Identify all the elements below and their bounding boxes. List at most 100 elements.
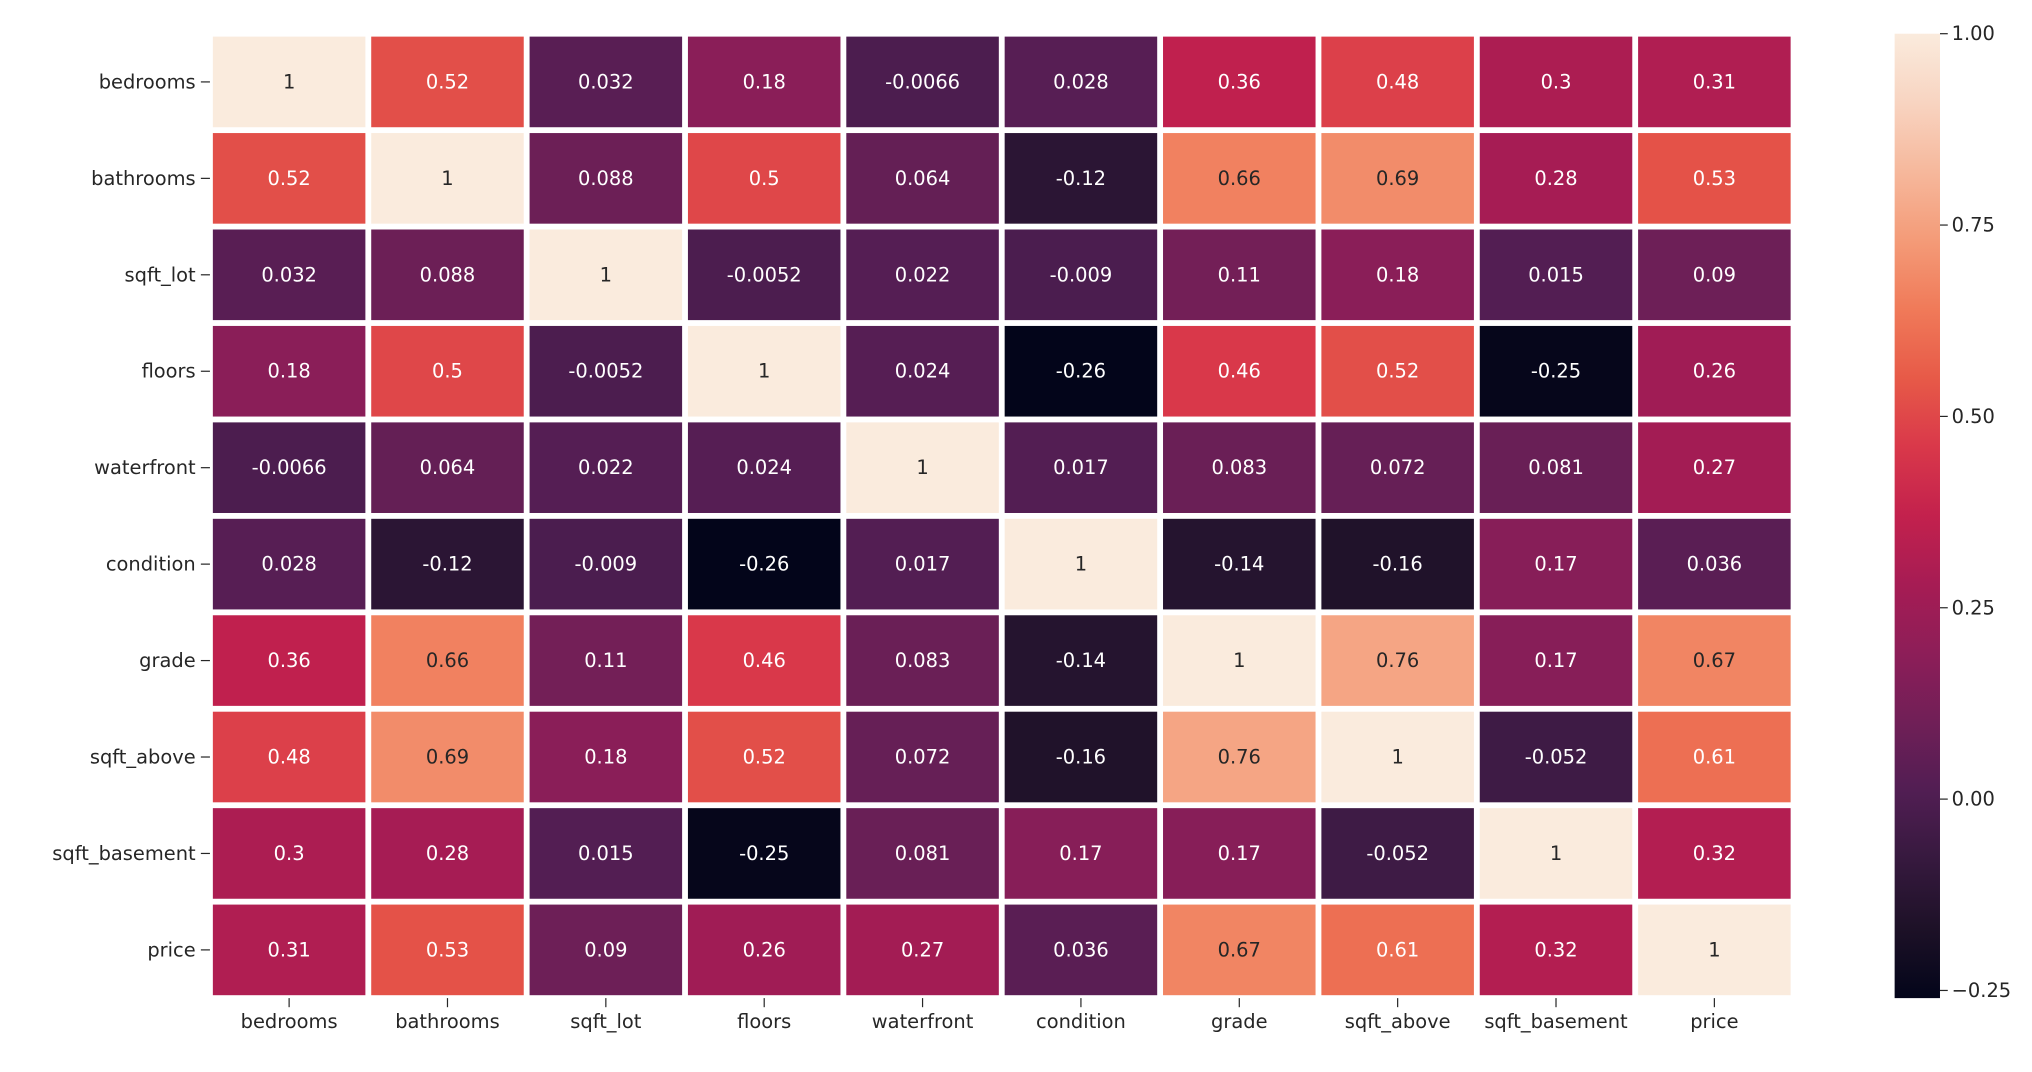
heatmap-cell bbox=[1004, 133, 1158, 224]
row-label: grade bbox=[139, 649, 196, 672]
cell-value-label: -0.12 bbox=[422, 553, 472, 576]
cell-value-label: 0.52 bbox=[1376, 360, 1419, 383]
cell-value-label: 0.67 bbox=[1218, 938, 1261, 961]
heatmap-cell bbox=[1004, 904, 1158, 996]
cell-value-label: -0.14 bbox=[1056, 649, 1106, 672]
cell-value-label: 0.17 bbox=[1218, 842, 1261, 865]
cell-value-label: 0.32 bbox=[1534, 938, 1577, 961]
heatmap-cell bbox=[529, 711, 683, 803]
row-label: bedrooms bbox=[99, 70, 196, 93]
heatmap-cell bbox=[1638, 904, 1791, 996]
heatmap-cell bbox=[1321, 36, 1474, 128]
row-label: bathrooms bbox=[91, 167, 196, 190]
colorbar-tick-label: 0.25 bbox=[1952, 596, 1995, 619]
heatmap-cell bbox=[687, 422, 841, 513]
cell-value-label: 1 bbox=[1233, 649, 1245, 672]
heatmap-cell bbox=[1163, 904, 1316, 996]
column-label: sqft_above bbox=[1345, 1010, 1451, 1033]
cell-value-label: 0.31 bbox=[1693, 70, 1736, 93]
heatmap-cell bbox=[846, 325, 999, 417]
heatmap-cell bbox=[1638, 518, 1791, 610]
cell-value-label: 0.064 bbox=[895, 167, 951, 190]
heatmap-cell bbox=[371, 325, 524, 417]
cell-value-label: 0.76 bbox=[1376, 649, 1419, 672]
heatmap-cell bbox=[371, 711, 524, 803]
cell-value-label: -0.009 bbox=[1050, 263, 1113, 286]
heatmap-cell bbox=[371, 229, 524, 321]
cell-value-label: 0.028 bbox=[1053, 70, 1109, 93]
cell-value-label: 1 bbox=[283, 70, 295, 93]
cell-value-label: 0.52 bbox=[743, 746, 786, 769]
cell-value-label: 0.036 bbox=[1053, 938, 1109, 961]
cell-value-label: 0.064 bbox=[420, 456, 476, 479]
column-label: bedrooms bbox=[241, 1010, 338, 1033]
cell-value-label: 0.083 bbox=[1211, 456, 1267, 479]
cell-value-label: -0.009 bbox=[575, 553, 638, 576]
cell-value-label: 0.11 bbox=[584, 649, 627, 672]
cell-value-label: 0.09 bbox=[584, 938, 627, 961]
heatmap-cell bbox=[371, 808, 524, 899]
column-label: price bbox=[1690, 1010, 1738, 1033]
heatmap-cell bbox=[1163, 36, 1316, 128]
heatmap-cell bbox=[529, 518, 683, 610]
heatmap-cell bbox=[212, 325, 366, 417]
heatmap-cell bbox=[529, 325, 683, 417]
column-label: sqft_basement bbox=[1484, 1010, 1628, 1033]
column-label: bathrooms bbox=[395, 1010, 500, 1033]
cell-value-label: 0.18 bbox=[584, 746, 627, 769]
cell-value-label: 0.072 bbox=[895, 746, 951, 769]
heatmap-cell bbox=[529, 808, 683, 899]
heatmap-cell bbox=[371, 615, 524, 706]
cell-value-label: 0.28 bbox=[426, 842, 469, 865]
heatmap-cell bbox=[1321, 808, 1474, 899]
heatmap-cell bbox=[1004, 518, 1158, 610]
heatmap-cell bbox=[687, 808, 841, 899]
heatmap-cell bbox=[687, 325, 841, 417]
cell-value-label: 0.024 bbox=[736, 456, 792, 479]
cell-value-label: -0.0052 bbox=[727, 263, 802, 286]
cell-value-label: 0.036 bbox=[1687, 553, 1743, 576]
cell-value-label: 0.46 bbox=[1218, 360, 1261, 383]
heatmap-cell bbox=[1321, 518, 1474, 610]
cell-value-label: 0.028 bbox=[261, 553, 317, 576]
cell-value-label: 0.015 bbox=[1528, 263, 1584, 286]
cell-value-label: 0.022 bbox=[578, 456, 634, 479]
heatmap-cell bbox=[1163, 808, 1316, 899]
heatmap-cell bbox=[1638, 229, 1791, 321]
heatmap-cell bbox=[1004, 808, 1158, 899]
heatmap-cell bbox=[212, 422, 366, 513]
cell-value-label: 0.61 bbox=[1376, 938, 1419, 961]
heatmap-cell bbox=[1004, 711, 1158, 803]
cell-value-label: 0.53 bbox=[1693, 167, 1736, 190]
heatmap-cell bbox=[1163, 518, 1316, 610]
cell-value-label: 0.5 bbox=[432, 360, 463, 383]
cell-value-label: 0.088 bbox=[578, 167, 634, 190]
cell-value-label: 0.36 bbox=[1218, 70, 1261, 93]
cell-value-label: -0.14 bbox=[1214, 553, 1264, 576]
heatmap-cell bbox=[212, 518, 366, 610]
heatmap-cell bbox=[1004, 615, 1158, 706]
heatmap-cell bbox=[1163, 422, 1316, 513]
cell-value-label: 0.17 bbox=[1534, 553, 1577, 576]
heatmap-cell bbox=[687, 229, 841, 321]
heatmap-cell bbox=[529, 229, 683, 321]
heatmap-cell bbox=[1638, 36, 1791, 128]
cell-value-label: 0.69 bbox=[1376, 167, 1419, 190]
cell-value-label: 0.52 bbox=[426, 70, 469, 93]
cell-value-label: 0.022 bbox=[895, 263, 951, 286]
heatmap-cell bbox=[1479, 422, 1633, 513]
row-label: sqft_lot bbox=[125, 263, 197, 286]
heatmap-cell bbox=[1479, 133, 1633, 224]
cell-value-label: -0.0066 bbox=[252, 456, 327, 479]
heatmap-cell bbox=[212, 229, 366, 321]
heatmap-cell bbox=[1321, 711, 1474, 803]
heatmap-cell bbox=[846, 133, 999, 224]
cell-value-label: -0.26 bbox=[1056, 360, 1106, 383]
heatmap-cell bbox=[371, 422, 524, 513]
heatmap-cell bbox=[687, 615, 841, 706]
heatmap-cell bbox=[371, 133, 524, 224]
cell-value-label: 0.28 bbox=[1534, 167, 1577, 190]
cell-value-label: 0.61 bbox=[1693, 746, 1736, 769]
cell-value-label: 0.76 bbox=[1218, 746, 1261, 769]
column-label: condition bbox=[1036, 1010, 1126, 1033]
